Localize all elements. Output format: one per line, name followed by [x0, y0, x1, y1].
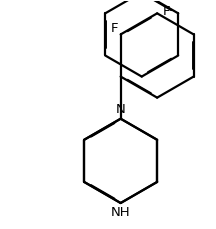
Text: F: F [163, 5, 170, 18]
Text: N: N [116, 103, 125, 116]
Text: NH: NH [111, 206, 130, 219]
Text: F: F [111, 22, 118, 35]
